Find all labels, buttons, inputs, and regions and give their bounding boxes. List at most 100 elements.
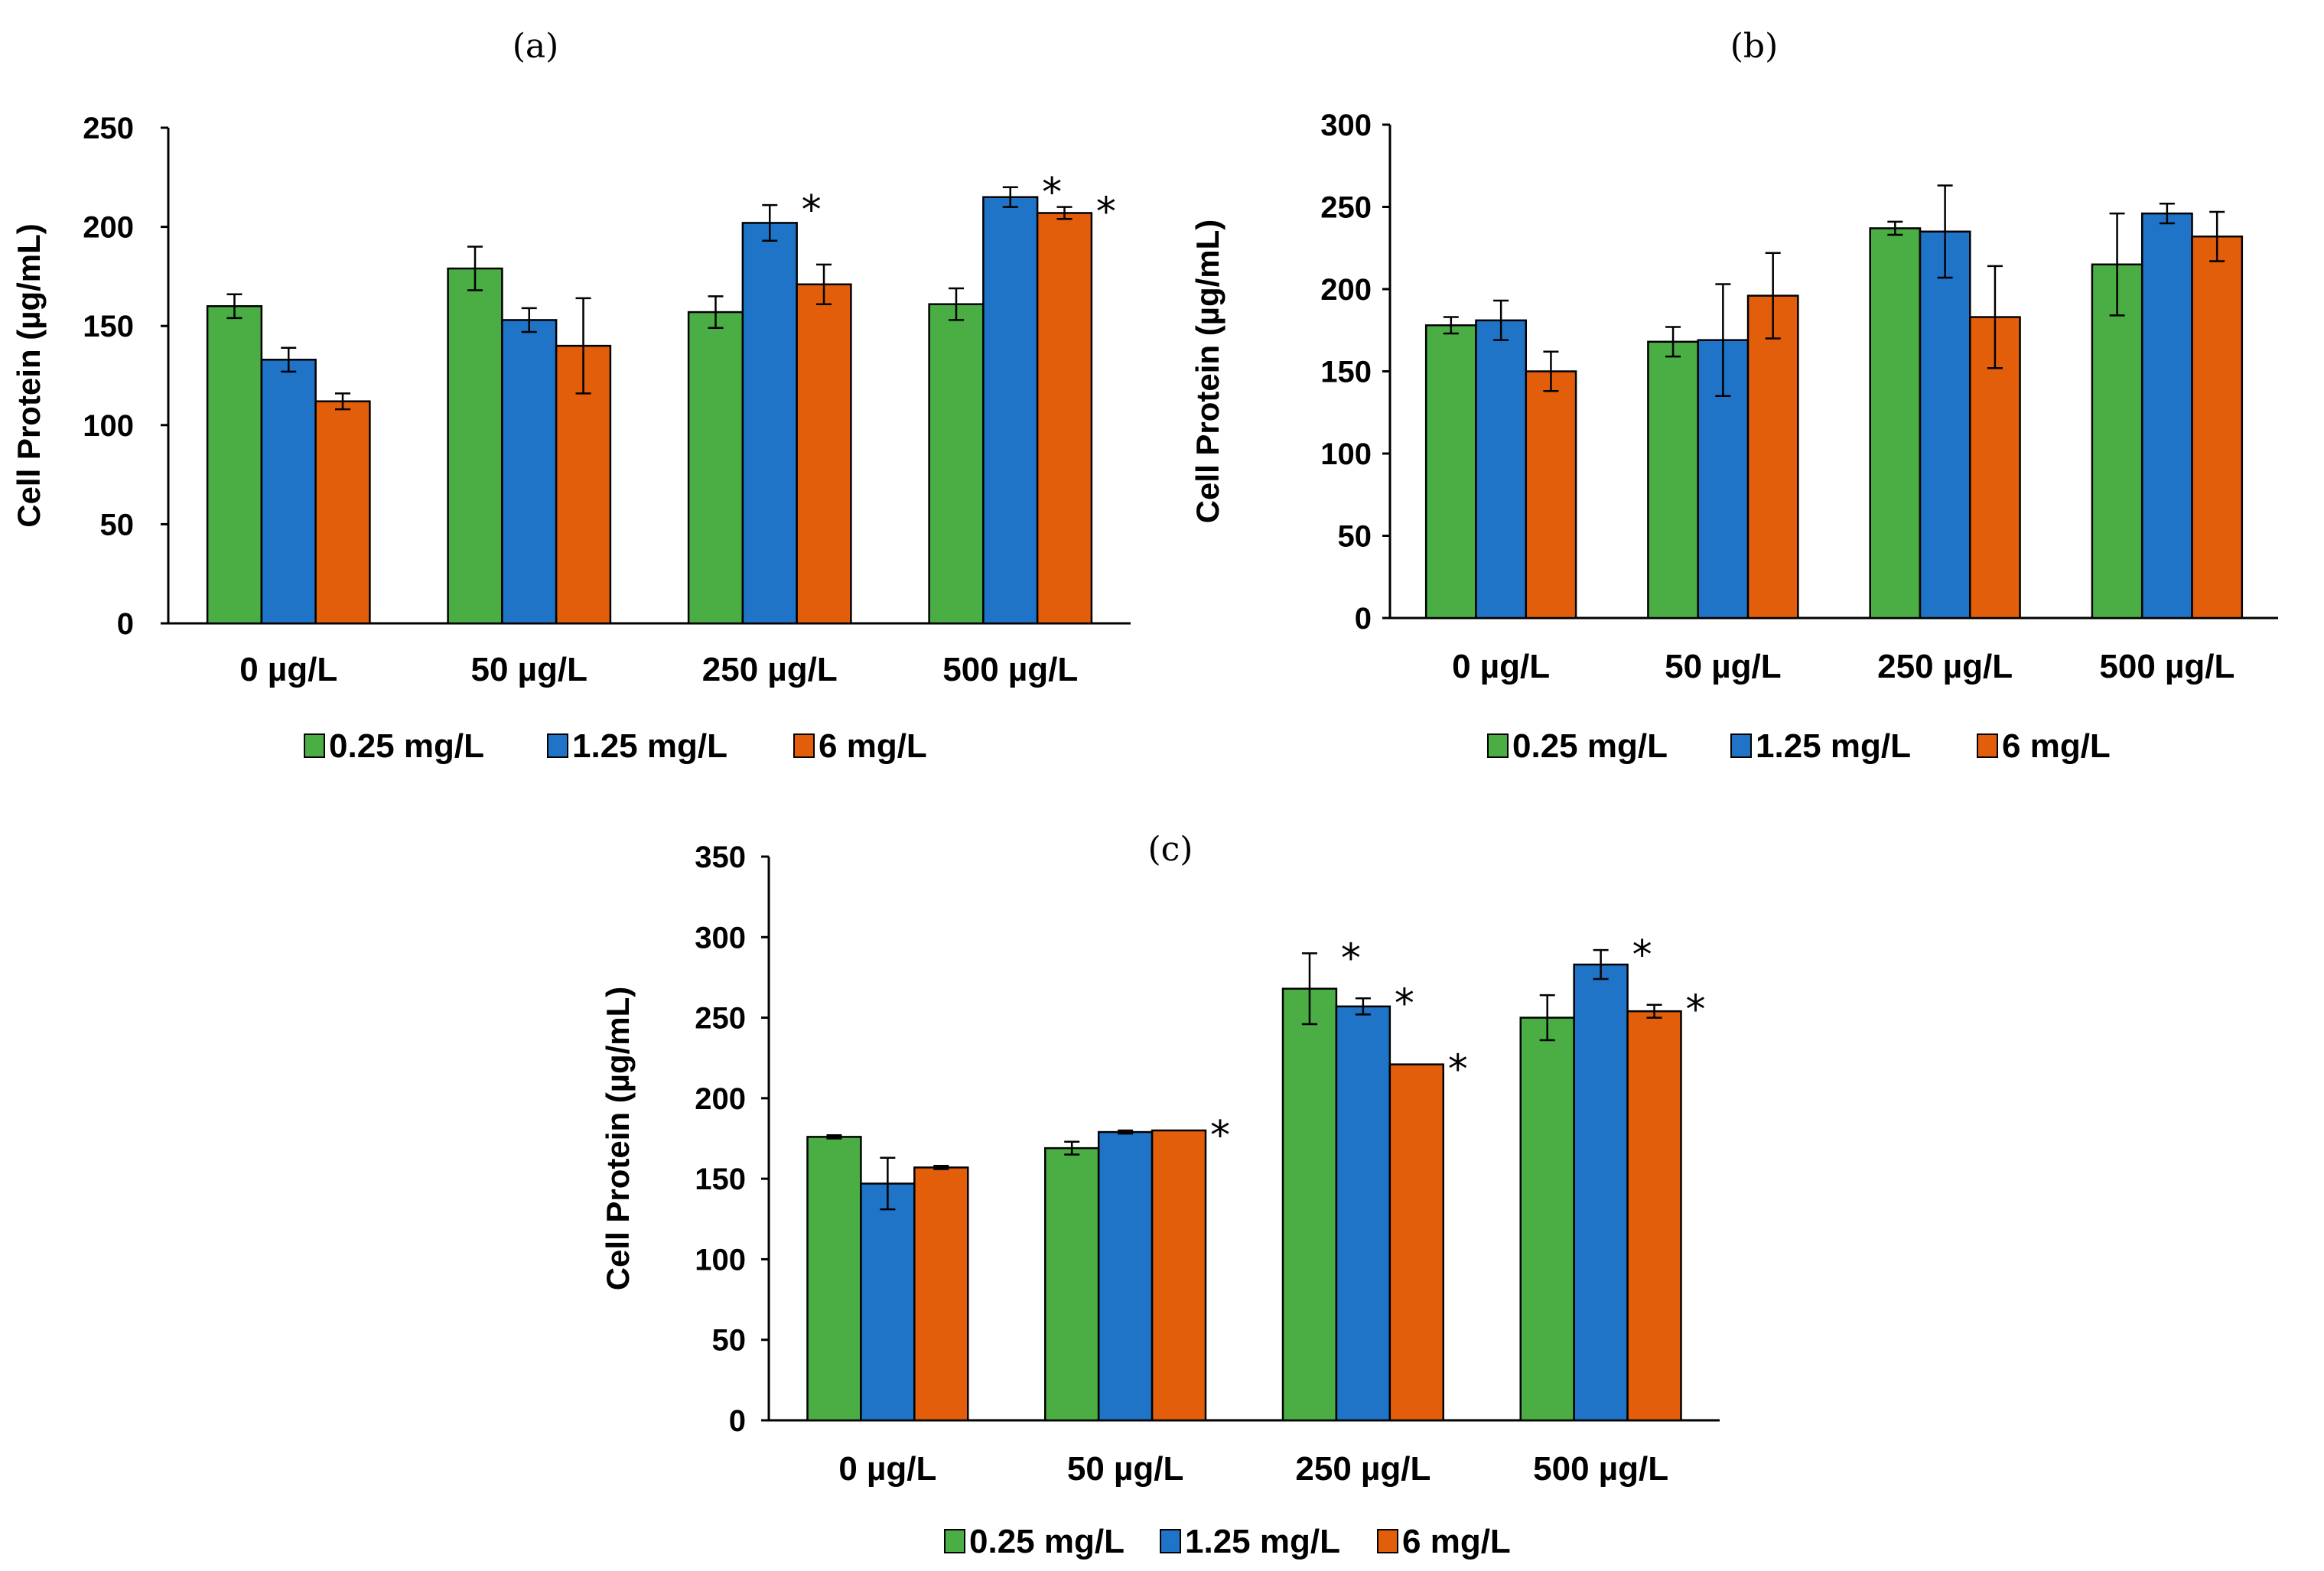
legend-label: 1.25 mg/L	[1756, 727, 1911, 765]
bar-1-25-mg-l-3	[1573, 963, 1629, 1422]
x-category-label: 50 µg/L	[1067, 1450, 1184, 1488]
legend-label: 6 mg/L	[819, 727, 927, 765]
bar-0-25-mg-l-1	[1647, 340, 1699, 620]
legend-swatch	[1377, 1529, 1398, 1553]
legend-swatch	[1487, 733, 1509, 758]
y-tick-label: 150	[695, 1163, 746, 1196]
significance-star: *	[1210, 1113, 1230, 1159]
panel-label: (a)	[513, 27, 559, 66]
legend-swatch	[547, 733, 568, 758]
x-category-label: 500 µg/L	[942, 651, 1078, 688]
legend-label: 1.25 mg/L	[1185, 1523, 1340, 1560]
legend-swatch	[944, 1529, 965, 1553]
significance-star: *	[1448, 1047, 1468, 1093]
x-category-label: 500 µg/L	[2099, 648, 2234, 685]
x-category-label: 50 µg/L	[471, 651, 588, 688]
x-category-label: 250 µg/L	[702, 651, 838, 688]
significance-star: *	[1042, 170, 1062, 216]
bar-6-mg-l-0	[314, 400, 371, 625]
bar-1-25-mg-l-1	[1097, 1130, 1154, 1422]
x-category-label: 50 µg/L	[1665, 648, 1782, 685]
y-tick-label: 300	[695, 921, 746, 955]
bar-0-25-mg-l-3	[2091, 263, 2143, 620]
y-tick-label: 350	[695, 841, 746, 874]
legend-swatch	[1730, 733, 1752, 758]
x-category-label: 0 µg/L	[838, 1450, 936, 1488]
y-tick-label: 50	[712, 1324, 747, 1358]
bar-1-25-mg-l-0	[260, 359, 317, 625]
significance-star: *	[1096, 190, 1116, 236]
y-tick-label: 200	[83, 211, 134, 245]
y-tick-label: 0	[729, 1404, 746, 1438]
bar-1-25-mg-l-3	[2140, 212, 2193, 620]
y-tick-label: 0	[1355, 602, 1372, 636]
bar-6-mg-l-3	[1036, 212, 1093, 625]
bar-0-25-mg-l-3	[1519, 1016, 1575, 1422]
legend-swatch	[1977, 733, 1998, 758]
bar-0-25-mg-l-1	[1043, 1147, 1100, 1422]
bar-0-25-mg-l-3	[928, 303, 985, 625]
bar-1-25-mg-l-0	[860, 1182, 916, 1422]
bar-0-25-mg-l-0	[206, 305, 263, 625]
significance-star: *	[1632, 932, 1652, 978]
significance-star: *	[1395, 981, 1414, 1026]
legend-swatch	[304, 733, 325, 758]
y-axis-title: Cell Protein (µg/mL)	[11, 223, 47, 528]
panel-label: (b)	[1730, 27, 1779, 66]
bar-1-25-mg-l-0	[1475, 319, 1528, 620]
legend-label: 1.25 mg/L	[572, 727, 727, 765]
y-tick-label: 150	[1320, 356, 1372, 389]
bar-1-25-mg-l-2	[741, 222, 798, 625]
y-tick-label: 100	[83, 409, 134, 443]
y-tick-label: 50	[100, 508, 135, 542]
x-category-label: 500 µg/L	[1533, 1450, 1668, 1488]
bar-0-25-mg-l-1	[447, 267, 503, 625]
bar-0-25-mg-l-2	[687, 311, 744, 625]
bar-6-mg-l-1	[1151, 1129, 1207, 1422]
bar-1-25-mg-l-3	[982, 196, 1039, 625]
y-tick-label: 250	[1320, 191, 1372, 225]
legend-label: 0.25 mg/L	[1512, 727, 1668, 765]
bar-0-25-mg-l-0	[806, 1136, 862, 1422]
y-tick-label: 250	[83, 112, 134, 145]
bar-1-25-mg-l-1	[1697, 339, 1750, 620]
x-category-label: 250 µg/L	[1877, 648, 2013, 685]
legend-label: 0.25 mg/L	[969, 1523, 1125, 1560]
x-category-label: 0 µg/L	[1452, 648, 1550, 685]
chart-panel-a: (a) 0 50 100 150 200 250 Cell Protein (µg/mL) 0 …	[11, 27, 1131, 765]
bar-6-mg-l-2	[796, 283, 852, 625]
chart-panel-b: (b) 0 50 100 150 200 250 300 Cell Protein (µg/mL…	[1190, 27, 2278, 765]
y-tick-label: 100	[695, 1243, 746, 1277]
bar-0-25-mg-l-0	[1424, 324, 1477, 620]
significance-star: *	[1341, 935, 1361, 981]
bar-6-mg-l-3	[2191, 235, 2244, 620]
bar-6-mg-l-0	[913, 1166, 969, 1422]
legend-label: 6 mg/L	[2002, 727, 2111, 765]
legend-label: 6 mg/L	[1402, 1523, 1511, 1560]
significance-star: *	[802, 187, 822, 233]
bar-6-mg-l-0	[1525, 370, 1577, 620]
bar-1-25-mg-l-2	[1919, 230, 1971, 620]
y-tick-label: 150	[83, 310, 134, 343]
bar-6-mg-l-1	[1746, 294, 1799, 620]
x-category-label: 0 µg/L	[239, 651, 337, 688]
y-tick-label: 100	[1320, 437, 1372, 471]
y-tick-label: 50	[1338, 520, 1372, 554]
bar-1-25-mg-l-2	[1335, 1005, 1391, 1422]
y-tick-label: 250	[695, 1002, 746, 1036]
bar-0-25-mg-l-2	[1869, 227, 1922, 620]
bar-0-25-mg-l-2	[1281, 987, 1338, 1422]
legend-swatch	[1160, 1529, 1181, 1553]
x-category-label: 250 µg/L	[1295, 1450, 1431, 1488]
chart-panel-c: (c) 0 50 100 150 200 250 300 350 Cell Protein (µg…	[600, 830, 1720, 1560]
legend-swatch	[793, 733, 815, 758]
bar-6-mg-l-3	[1626, 1010, 1682, 1422]
y-tick-label: 200	[695, 1082, 746, 1116]
legend-label: 0.25 mg/L	[329, 727, 484, 765]
y-tick-label: 200	[1320, 273, 1372, 307]
y-tick-label: 0	[117, 607, 134, 641]
bar-1-25-mg-l-1	[501, 319, 558, 625]
bar-6-mg-l-2	[1388, 1063, 1445, 1422]
y-axis-title: Cell Protein (µg/mL)	[1190, 220, 1225, 524]
